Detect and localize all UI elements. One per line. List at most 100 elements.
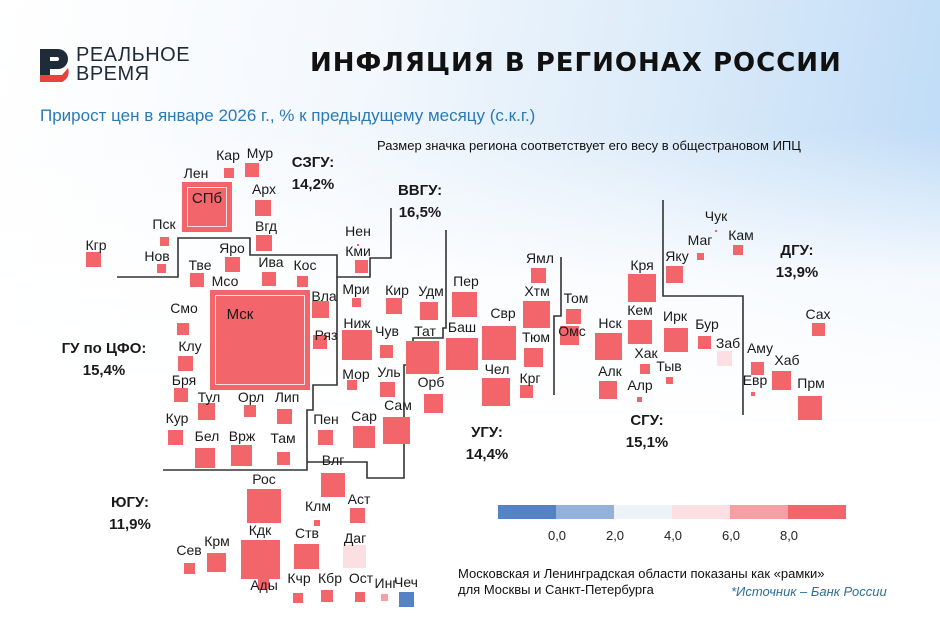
region-label: Сах xyxy=(805,306,831,322)
region-square-Баш xyxy=(446,338,478,370)
region-square-Прм xyxy=(798,396,822,420)
region-label: Чел xyxy=(484,361,510,377)
brand-logo-icon xyxy=(40,49,69,82)
region-label: Вгд xyxy=(255,218,277,234)
page-title: ИНФЛЯЦИЯ В РЕГИОНАХ РОССИИ xyxy=(310,48,842,78)
region-square-Кем xyxy=(628,320,652,344)
region-frame-Мсо xyxy=(210,290,310,390)
region-label: Пер xyxy=(453,273,479,289)
region-label: Ост xyxy=(348,570,374,586)
group-name: СЗГУ: xyxy=(291,154,335,171)
region-square-Там xyxy=(277,452,290,465)
region-square-Кдк xyxy=(241,540,280,579)
region-square-Алр xyxy=(637,397,642,402)
region-square-Ива xyxy=(262,272,276,286)
region-label: Пск xyxy=(152,216,176,232)
region-label: Кбр xyxy=(318,570,342,586)
region-label: Том xyxy=(563,290,589,306)
legend-bin xyxy=(788,505,846,519)
region-label: Крг xyxy=(519,370,541,386)
boundary-szgu-cfo xyxy=(117,208,392,278)
region-square-Крм xyxy=(207,553,226,572)
footnote-line-1: Московская и Ленинградская области показ… xyxy=(458,566,825,581)
region-square-Кам xyxy=(733,245,743,255)
region-label: Удм xyxy=(418,283,444,299)
brand-line-2: ВРЕМЯ xyxy=(76,63,150,85)
region-square-Свр xyxy=(482,326,516,360)
region-label: Тюм xyxy=(522,329,550,345)
region-label: Мор xyxy=(342,366,370,382)
region-label: Ств xyxy=(295,525,319,541)
region-label: Ады xyxy=(250,577,278,593)
group-value: 13,9% xyxy=(775,264,819,281)
region-label: Бур xyxy=(695,316,719,332)
region-label: Чеч xyxy=(394,574,418,590)
region-label: Мск xyxy=(226,306,254,323)
region-square-Тыв xyxy=(666,377,673,384)
region-square-Даг xyxy=(343,545,366,568)
region-square-Том xyxy=(566,309,581,324)
region-label: Хтм xyxy=(524,283,550,299)
region-square-Сев xyxy=(184,563,195,574)
region-label: Бря xyxy=(171,372,197,388)
region-square-Вгд xyxy=(256,235,272,251)
boundary-ugu-sgu xyxy=(553,257,562,395)
legend-tick: 0,0 xyxy=(547,528,567,543)
region-label: Врж xyxy=(228,428,256,444)
region-label: Пен xyxy=(313,411,339,427)
region-label: Кми xyxy=(345,243,371,259)
region-square-Вла xyxy=(312,301,329,318)
region-square-Бур xyxy=(698,336,711,349)
boundary-sgu-dgu xyxy=(662,200,744,415)
region-label: Смо xyxy=(170,300,198,316)
region-label: Тат xyxy=(414,323,436,339)
group-name: ДГУ: xyxy=(780,242,814,259)
region-square-Мур xyxy=(245,163,259,177)
region-label: Кдк xyxy=(248,522,272,538)
region-label: Тве xyxy=(188,257,212,273)
region-label: Чук xyxy=(704,208,728,224)
group-name: ГУ по ЦФО: xyxy=(61,340,147,357)
group-value: 11,9% xyxy=(109,516,151,533)
region-label: Кир xyxy=(385,282,409,298)
color-legend xyxy=(498,505,846,519)
legend-tick: 4,0 xyxy=(663,528,683,543)
region-label: Алр xyxy=(627,377,653,393)
region-square-Евр xyxy=(751,392,755,396)
region-square-Тюм xyxy=(524,348,543,367)
region-label: Ямл xyxy=(526,250,554,266)
region-label: Вла xyxy=(311,288,337,304)
region-label: Мри xyxy=(342,281,370,297)
region-label: Тул xyxy=(197,389,221,405)
region-square-Ады xyxy=(258,578,269,589)
group-label-cfo: ГУ по ЦФО: 15,4% xyxy=(62,338,147,382)
group-name: УГУ: xyxy=(471,424,503,441)
region-label: Хак xyxy=(634,345,658,361)
source-note: *Источник – Банк России xyxy=(731,584,887,599)
group-value: 14,2% xyxy=(291,176,335,193)
region-square-Удм xyxy=(420,302,438,320)
region-label: Тыв xyxy=(656,358,682,374)
region-square-Лип xyxy=(277,409,292,424)
region-square-Тат xyxy=(406,341,439,374)
region-square-Инг xyxy=(381,594,388,601)
region-label: Кря xyxy=(630,257,654,273)
region-square-Кбр xyxy=(321,590,333,602)
region-square-Кос xyxy=(297,276,308,287)
region-square-Алк xyxy=(599,381,617,399)
legend-tick: 6,0 xyxy=(721,528,741,543)
group-value: 16,5% xyxy=(398,204,442,221)
region-square-Кми xyxy=(355,260,368,273)
boundary-cfo-vvgu xyxy=(163,277,338,471)
region-square-Орл xyxy=(244,405,256,417)
region-square-Ниж xyxy=(342,330,372,360)
legend-bin xyxy=(730,505,788,519)
region-square-Пск xyxy=(160,237,169,246)
region-square-Кур xyxy=(168,430,183,445)
region-label: Маг xyxy=(687,232,713,248)
region-label: Ниж xyxy=(343,315,371,331)
region-square-Мск xyxy=(216,296,304,384)
region-square-Нов xyxy=(157,264,166,273)
region-square-Бел xyxy=(195,448,215,468)
region-label: Сев xyxy=(176,542,202,558)
